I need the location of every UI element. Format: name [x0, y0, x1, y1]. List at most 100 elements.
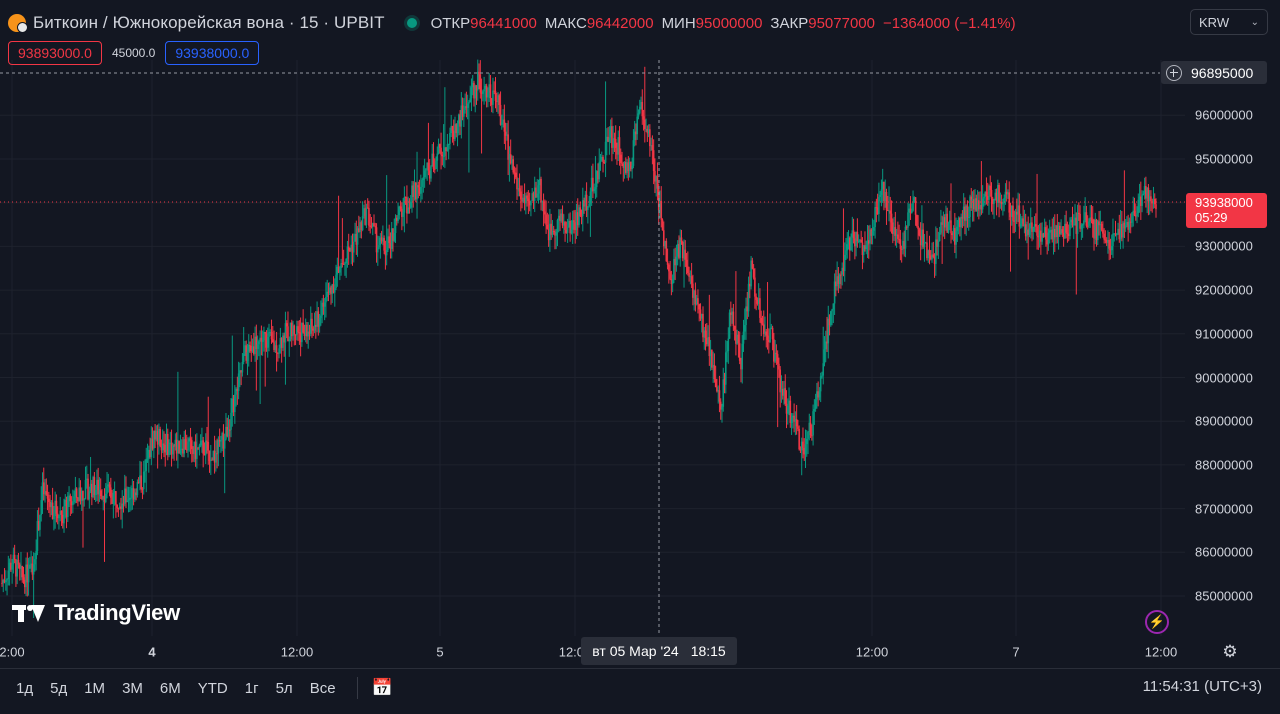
candle-down — [125, 488, 127, 503]
candle-up — [874, 207, 876, 228]
candle-down — [1056, 225, 1059, 238]
candle-up — [301, 322, 303, 343]
add-plus-icon[interactable] — [1166, 64, 1182, 81]
candle-down — [611, 126, 613, 148]
candle-down — [504, 131, 507, 136]
candle-down — [998, 184, 1000, 203]
candle-up — [1080, 224, 1083, 229]
candle-down — [222, 433, 225, 449]
candle-down — [1147, 187, 1150, 202]
candle-down — [303, 332, 306, 337]
candle-down — [544, 211, 546, 215]
candle-up — [923, 243, 926, 248]
timeframe-5y[interactable]: 5л — [275, 679, 293, 697]
candle-down — [685, 259, 688, 267]
candle-down — [756, 299, 759, 304]
candle-up — [220, 439, 222, 442]
candle-down — [1134, 215, 1137, 217]
currency-select[interactable]: KRW ⌄ — [1190, 9, 1268, 35]
timeframe-3m[interactable]: 3М — [122, 679, 143, 697]
candle-up — [234, 394, 236, 413]
timeframe-1d[interactable]: 1д — [16, 679, 34, 697]
candle-down — [1103, 233, 1105, 240]
candle-down — [699, 309, 702, 319]
candle-up — [1107, 239, 1109, 243]
clock[interactable]: 11:54:31 (UTC+3) — [1142, 678, 1262, 695]
timeframe-1m[interactable]: 1М — [84, 679, 106, 697]
candle-down — [1153, 199, 1156, 205]
candle-down — [87, 478, 89, 500]
candle-down — [132, 488, 135, 500]
candle-down — [110, 487, 112, 498]
change-value: −1364000 (−1.41%) — [882, 14, 1016, 32]
grid-lines — [0, 60, 1185, 636]
time-tick-label: 4 — [148, 644, 156, 660]
candle-up — [969, 196, 971, 218]
candle-up — [382, 237, 384, 242]
candle-down — [182, 448, 184, 454]
buy-button[interactable]: 93938000.0 — [165, 41, 260, 65]
candle-down — [101, 496, 103, 500]
candle-up — [394, 217, 397, 234]
candle-down — [690, 276, 693, 284]
tradingview-logo[interactable]: TradingView — [12, 600, 180, 626]
candle-up — [599, 160, 602, 163]
candle-up — [325, 296, 327, 303]
candle-down — [840, 274, 842, 276]
candle-down — [439, 144, 441, 148]
candle-down — [535, 187, 537, 198]
timeframe-5d[interactable]: 5д — [50, 679, 68, 697]
candle-up — [390, 228, 393, 249]
candle-down — [61, 514, 64, 524]
candle-up — [313, 324, 316, 331]
candle-up — [638, 106, 641, 114]
candle-up — [945, 213, 947, 228]
candle-up — [551, 231, 554, 235]
candle-down — [240, 370, 242, 373]
candle-down — [17, 559, 20, 565]
candle-up — [522, 197, 525, 202]
candle-up — [1026, 229, 1028, 237]
candle-down — [79, 487, 82, 501]
candle-up — [446, 144, 449, 151]
candle-up — [1017, 205, 1019, 215]
candle-up — [421, 180, 423, 187]
market-status-icon[interactable] — [406, 18, 417, 28]
candle-down — [412, 185, 415, 198]
timeframe-all[interactable]: Все — [309, 679, 336, 697]
candle-up — [266, 337, 269, 348]
candle-down — [646, 128, 649, 134]
timeframe-1y[interactable]: 1г — [244, 679, 259, 697]
timeframe-ytd[interactable]: YTD — [197, 679, 228, 697]
gear-icon[interactable]: ⚙ — [1222, 642, 1238, 661]
candle-down — [264, 332, 266, 334]
lightning-icon[interactable]: ⚡ — [1145, 610, 1169, 634]
candle-down — [1145, 185, 1147, 199]
candle-down — [478, 71, 480, 75]
candle-down — [273, 342, 275, 350]
candle-up — [555, 231, 558, 236]
candle-up — [449, 133, 451, 144]
candle-down — [797, 426, 799, 429]
candle-up — [938, 232, 941, 241]
candle-down — [523, 197, 526, 204]
candle-up — [683, 249, 685, 259]
candle-down — [355, 233, 358, 245]
symbol-title[interactable]: Биткоин / Южнокорейская вона · 15 · UPBI… — [33, 13, 385, 32]
candle-down — [111, 497, 113, 504]
candle-up — [717, 390, 719, 392]
candle-up — [942, 217, 945, 225]
candle-down — [656, 176, 659, 189]
candle-up — [1070, 219, 1073, 223]
date-range-icon[interactable]: 📅 — [356, 677, 393, 699]
candle-down — [184, 439, 187, 450]
sell-button[interactable]: 93893000.0 — [8, 41, 102, 65]
candle-up — [816, 391, 818, 400]
candle-down — [552, 231, 555, 233]
timeframe-6m[interactable]: 6М — [159, 679, 181, 697]
candle-up — [609, 126, 612, 138]
candle-down — [1105, 240, 1108, 243]
candle-up — [693, 290, 695, 298]
candle-down — [621, 162, 623, 164]
